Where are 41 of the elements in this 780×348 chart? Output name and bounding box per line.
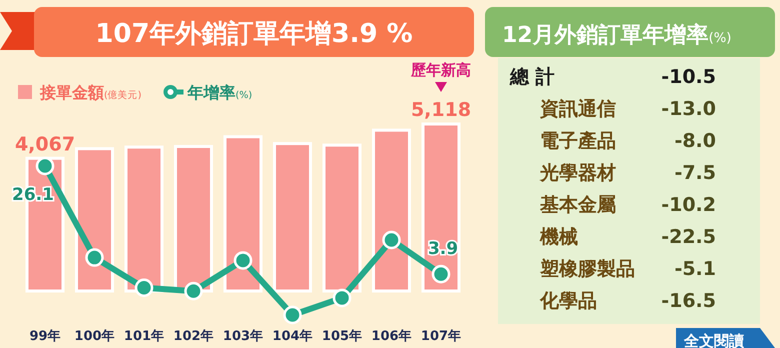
bar <box>322 144 362 292</box>
bar <box>372 128 411 292</box>
text: -5.1 <box>674 258 716 280</box>
x-tick-label: 107年 <box>420 329 462 344</box>
x-tick-label: 100年 <box>74 329 115 344</box>
data-label: 5,118 <box>410 99 472 121</box>
legend: 接單金額(億美元) 年增率(%) <box>18 83 252 102</box>
text: -13.0 <box>661 98 716 120</box>
bar <box>174 144 213 292</box>
bar <box>422 122 460 292</box>
text: -16.5 <box>661 290 716 312</box>
category-label: 塑橡膠製品 <box>539 258 635 280</box>
category-label: 總 計 <box>509 66 555 88</box>
data-label: 3.9 <box>428 239 458 260</box>
chart-title: 107年外銷訂單年增3.9 % <box>95 19 413 49</box>
category-label: 機械 <box>539 226 578 248</box>
x-tick-label: 105年 <box>322 329 362 344</box>
text: -10.2 <box>661 194 716 216</box>
annotation: 歷年新高 <box>411 61 471 92</box>
legend-label: 年增率(%) <box>186 83 252 102</box>
category-label: 資訊通信 <box>539 98 616 120</box>
x-tick-label: 106年 <box>371 329 412 344</box>
category-label: 光學器材 <box>539 162 616 184</box>
text: -8.0 <box>674 130 716 152</box>
bar <box>124 146 164 292</box>
category-label: 化學品 <box>539 290 597 312</box>
data-label: 4,067 <box>14 133 76 156</box>
x-tick-label: 103年 <box>222 329 264 344</box>
text: -10.5 <box>661 66 716 88</box>
text: -22.5 <box>661 226 716 248</box>
text: 12月外銷訂單年增率(%) <box>502 22 732 48</box>
text: -7.5 <box>674 162 716 184</box>
category-label: 電子產品 <box>540 130 616 152</box>
x-tick-label: 101年 <box>124 329 164 344</box>
x-tick-label: 99年 <box>29 329 61 344</box>
data-label: 26.1 <box>12 185 54 205</box>
x-tick-label: 102年 <box>173 329 214 344</box>
category-label: 基本金屬 <box>539 194 616 216</box>
x-tick-label: 104年 <box>272 329 313 344</box>
bar <box>273 142 312 292</box>
bar <box>224 135 262 292</box>
